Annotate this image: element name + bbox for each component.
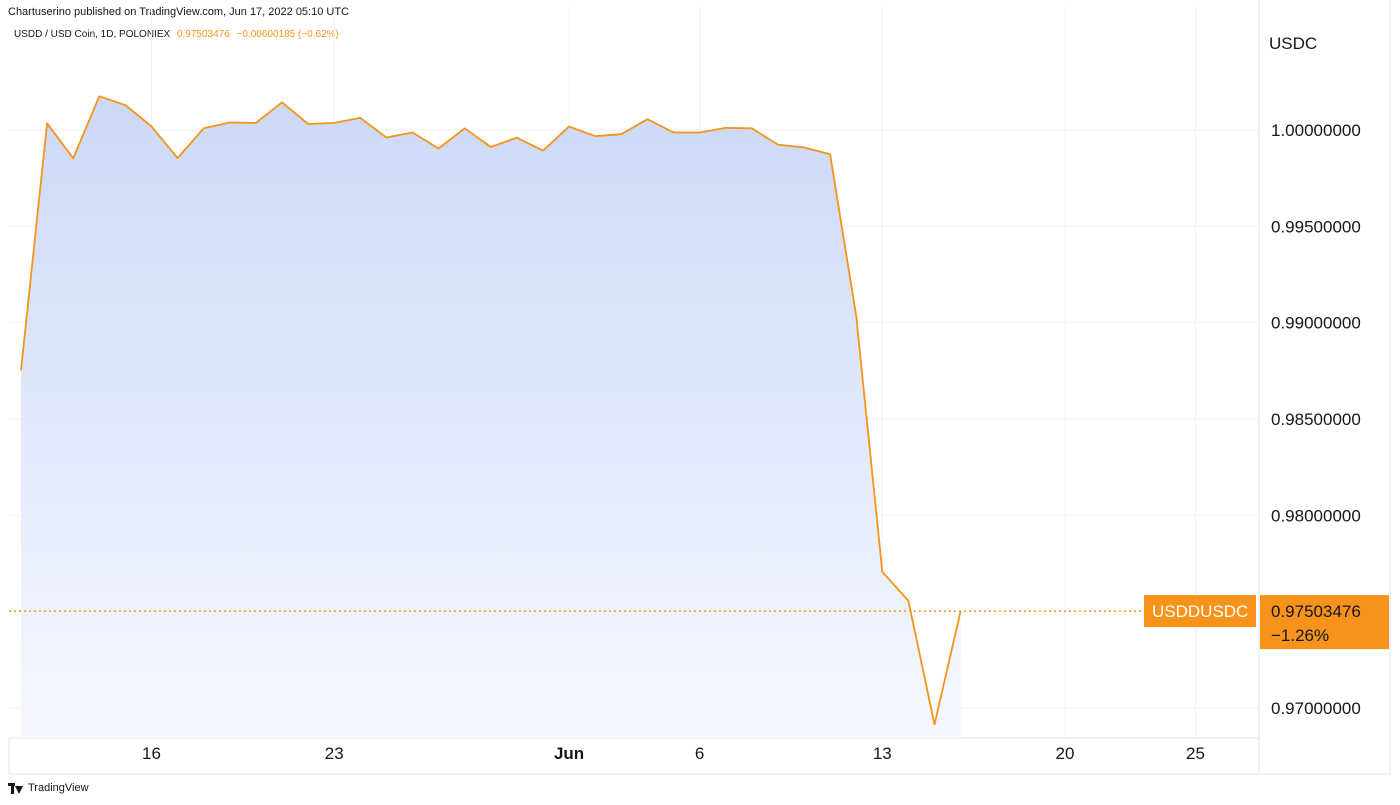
y-axis-unit: USDC	[1269, 34, 1317, 53]
price-line	[20, 95, 962, 726]
x-tick-label: 16	[142, 744, 161, 763]
legend-change: −0.00600185 (−0.62%)	[236, 29, 339, 40]
legend-symbol: USDD / USD Coin, 1D, POLONIEX	[14, 29, 171, 40]
price-change-pct-text: −1.26%	[1271, 626, 1329, 645]
x-tick-label: 6	[695, 744, 704, 763]
price-area-fill	[21, 96, 961, 739]
y-tick-label: 0.99000000	[1271, 314, 1361, 333]
y-tick-label: 1.00000000	[1271, 121, 1361, 140]
last-price-label: USDDUSDC 0.97503476 −1.26%	[1144, 595, 1389, 650]
x-tick-label: 25	[1186, 744, 1205, 763]
y-tick-label: 0.99500000	[1271, 217, 1361, 236]
symbol-price-tag-text: USDDUSDC	[1152, 602, 1248, 621]
symbol-price-tag	[1144, 595, 1256, 628]
publisher-line: Chartuserino published on TradingView.co…	[8, 6, 350, 18]
tradingview-brand-text: TradingView	[28, 782, 89, 794]
tradingview-logo[interactable]: TradingView	[8, 782, 89, 794]
legend-last-price: 0.97503476	[176, 29, 230, 40]
x-tick-label: 23	[325, 744, 344, 763]
y-axis[interactable]: 1.00000000 0.99500000 0.99000000 0.98500000…	[1271, 121, 1361, 718]
price-value-text: 0.97503476	[1271, 602, 1361, 621]
y-tick-label: 0.97000000	[1271, 699, 1361, 718]
x-tick-label: Jun	[554, 744, 584, 763]
price-value-tag	[1260, 595, 1389, 650]
symbol-legend[interactable]: USDD / USD Coin, 1D, POLONIEX 0.97503476…	[14, 29, 339, 40]
y-tick-label: 0.98500000	[1271, 410, 1361, 429]
x-tick-label: 13	[873, 744, 892, 763]
tradingview-logo-icon	[8, 782, 24, 794]
x-axis[interactable]: 16 23 Jun 6 13 20 25	[142, 744, 1205, 763]
y-tick-label: 0.98000000	[1271, 506, 1361, 525]
x-tick-label: 20	[1056, 744, 1075, 763]
